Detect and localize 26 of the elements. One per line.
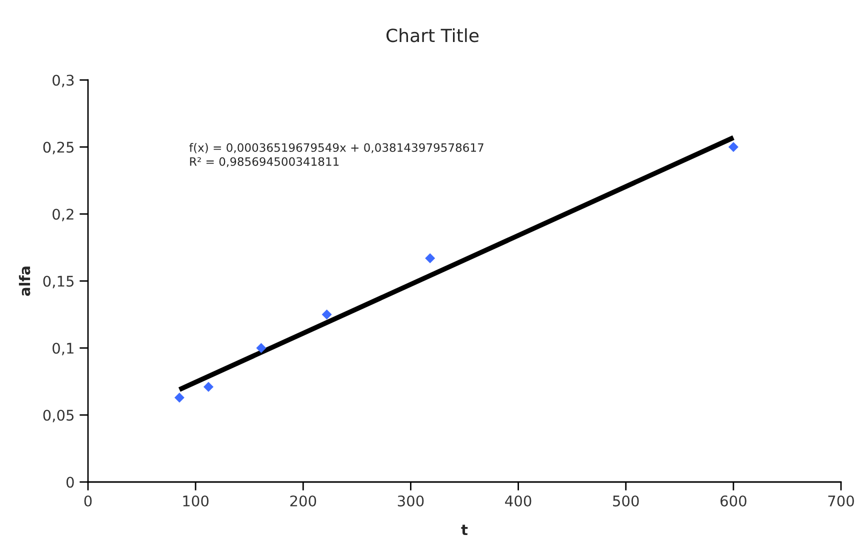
- point: [728, 142, 738, 152]
- x-tick-label: 500: [613, 495, 639, 506]
- y-tick-label: 0,3: [52, 74, 74, 88]
- y-axis-title: alfa: [18, 266, 30, 296]
- y-tick-label: 0,1: [52, 342, 74, 356]
- x-tick-label: 100: [183, 495, 209, 506]
- y-tick-label: 0,15: [43, 276, 74, 288]
- point: [322, 309, 332, 320]
- point: [203, 382, 214, 392]
- x-tick-label: 400: [505, 495, 532, 506]
- chart-title: Chart Title: [386, 28, 479, 42]
- x-tick-label: 700: [828, 495, 854, 506]
- x-axis-title: t: [461, 524, 468, 536]
- y-tick-label: 0,2: [52, 208, 74, 222]
- y-tick-label: 0,25: [43, 142, 74, 154]
- point: [425, 253, 436, 264]
- annotation: R² = 0,985694500341811: [190, 157, 339, 168]
- x-tick-label: 0: [84, 495, 92, 506]
- x-tick-label: 300: [398, 495, 424, 506]
- annotation: f(x) = 0,00036519679549x + 0,038143979578617: [189, 143, 484, 154]
- y-tick-label: 0: [66, 476, 74, 488]
- x-tick-label: 200: [290, 495, 316, 506]
- point: [174, 392, 184, 403]
- y-tick-label: 0,05: [43, 410, 74, 422]
- point: [256, 342, 266, 354]
- x-tick-label: 600: [720, 495, 746, 506]
